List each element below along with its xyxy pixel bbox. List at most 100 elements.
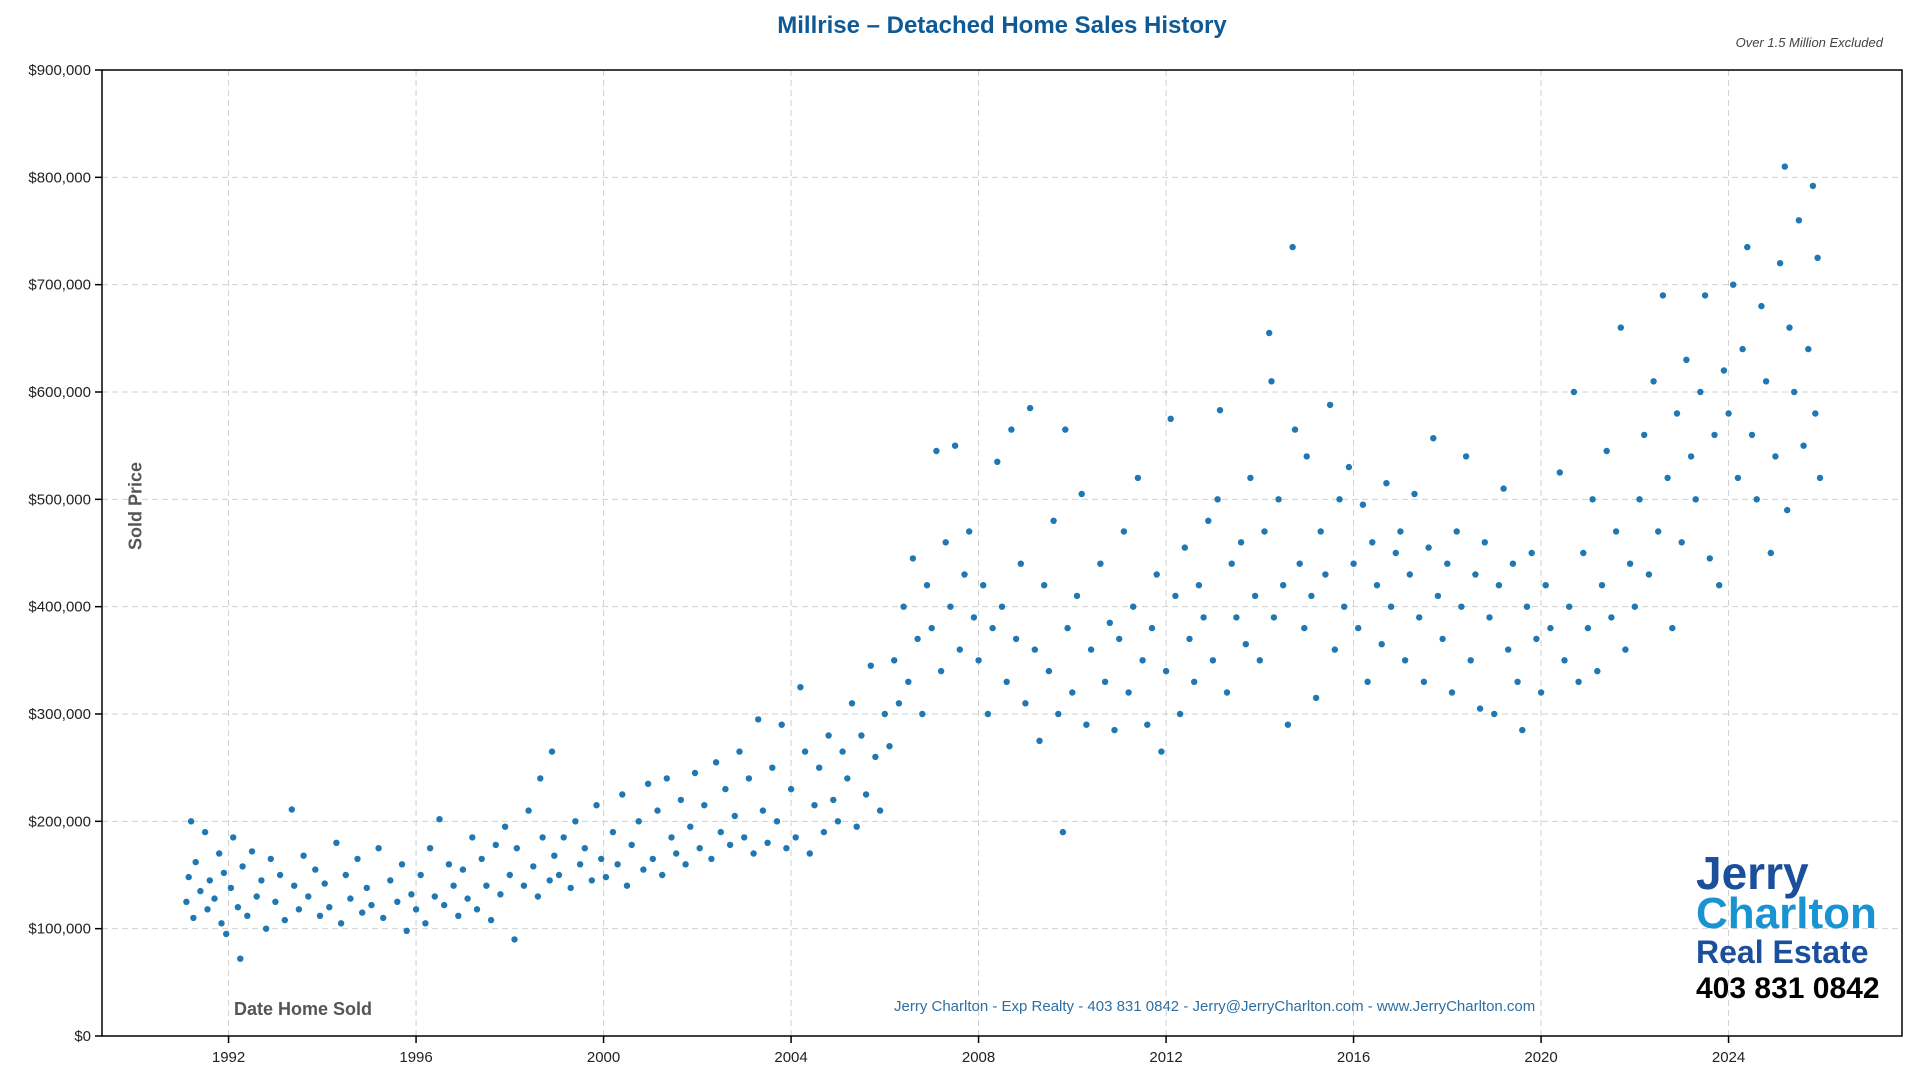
data-point (1701, 292, 1709, 299)
data-point (1537, 689, 1545, 696)
data-point (262, 925, 270, 932)
data-point (619, 791, 626, 798)
data-point (422, 920, 429, 927)
company-logo: Jerry Charlton Real Estate 403 831 0842 (1696, 850, 1880, 1004)
data-point (190, 914, 197, 922)
data-point (218, 920, 225, 927)
data-point (867, 662, 874, 669)
data-point (1317, 528, 1324, 535)
data-point (820, 828, 828, 836)
data-point (825, 732, 832, 739)
data-point (204, 906, 211, 913)
data-point (961, 571, 968, 578)
data-point (1547, 624, 1554, 632)
data-point (483, 882, 490, 889)
data-point (1205, 517, 1212, 524)
x-tick-label: 1992 (212, 1049, 245, 1066)
x-tick-label: 2008 (962, 1049, 995, 1066)
data-point (1462, 453, 1470, 460)
data-point (408, 891, 415, 898)
data-point (792, 834, 799, 841)
data-point (197, 887, 204, 895)
data-point (1781, 163, 1789, 170)
data-point (1341, 603, 1348, 610)
data-point (956, 646, 963, 653)
data-point (412, 906, 420, 913)
data-point (769, 764, 776, 771)
data-point (1523, 603, 1531, 610)
data-point (1467, 657, 1474, 664)
data-point (1130, 603, 1137, 610)
data-point (227, 884, 235, 892)
data-point (359, 909, 366, 916)
data-point (234, 904, 242, 911)
data-point (1101, 678, 1109, 685)
data-point (1003, 678, 1010, 685)
data-point (1784, 506, 1791, 514)
data-point (937, 667, 945, 675)
data-point (787, 785, 795, 793)
x-tick-label: 2000 (587, 1049, 620, 1066)
data-point (834, 818, 842, 825)
data-point (455, 912, 462, 919)
data-point (1301, 624, 1308, 632)
data-point (663, 775, 670, 782)
data-point (872, 753, 879, 761)
data-point (572, 818, 579, 825)
data-point (492, 841, 499, 849)
data-point (966, 528, 973, 535)
data-point (546, 877, 553, 884)
data-point (1753, 496, 1760, 503)
data-point (886, 743, 893, 750)
data-point (905, 678, 912, 685)
data-point (1655, 528, 1662, 535)
data-point (673, 850, 680, 857)
data-point (316, 912, 324, 919)
data-point (272, 898, 279, 905)
data-point (701, 802, 708, 809)
data-point (417, 871, 424, 879)
data-point (942, 539, 949, 546)
data-point (614, 861, 621, 868)
data-point (1275, 496, 1282, 503)
data-point (548, 748, 556, 755)
data-point (441, 901, 448, 909)
data-point (394, 898, 401, 905)
data-point (797, 684, 804, 691)
data-point (731, 812, 738, 820)
data-point (640, 866, 647, 873)
data-point (989, 624, 996, 632)
data-point (659, 871, 666, 879)
data-point (980, 582, 987, 589)
data-point (759, 807, 767, 814)
data-point (1256, 657, 1264, 664)
data-point (741, 834, 748, 841)
data-point (1387, 603, 1395, 610)
data-point (1584, 624, 1592, 632)
data-point (1078, 490, 1085, 498)
footer-contact: Jerry Charlton - Exp Realty - 403 831 08… (894, 998, 1536, 1015)
data-point (1744, 243, 1751, 251)
data-point (436, 816, 443, 823)
data-point (1144, 721, 1151, 728)
x-axis-label: Date Home Sold (234, 999, 373, 1019)
data-point (375, 845, 382, 852)
data-point (1214, 496, 1221, 503)
y-tick-label: $800,000 (28, 169, 91, 186)
data-point (998, 603, 1006, 610)
logo-phone: 403 831 0842 (1696, 972, 1880, 1005)
data-point (1636, 496, 1643, 503)
x-tick-label: 2016 (1337, 1049, 1370, 1066)
data-point (1296, 560, 1303, 567)
data-point (1411, 490, 1418, 498)
data-point (201, 828, 209, 836)
data-point (1575, 678, 1582, 685)
data-point (602, 873, 610, 881)
data-point (363, 884, 370, 892)
data-point (537, 775, 544, 782)
data-point (223, 930, 230, 938)
data-point (1216, 407, 1224, 414)
data-point (478, 855, 485, 863)
data-point (530, 863, 537, 870)
data-point (1355, 624, 1362, 632)
